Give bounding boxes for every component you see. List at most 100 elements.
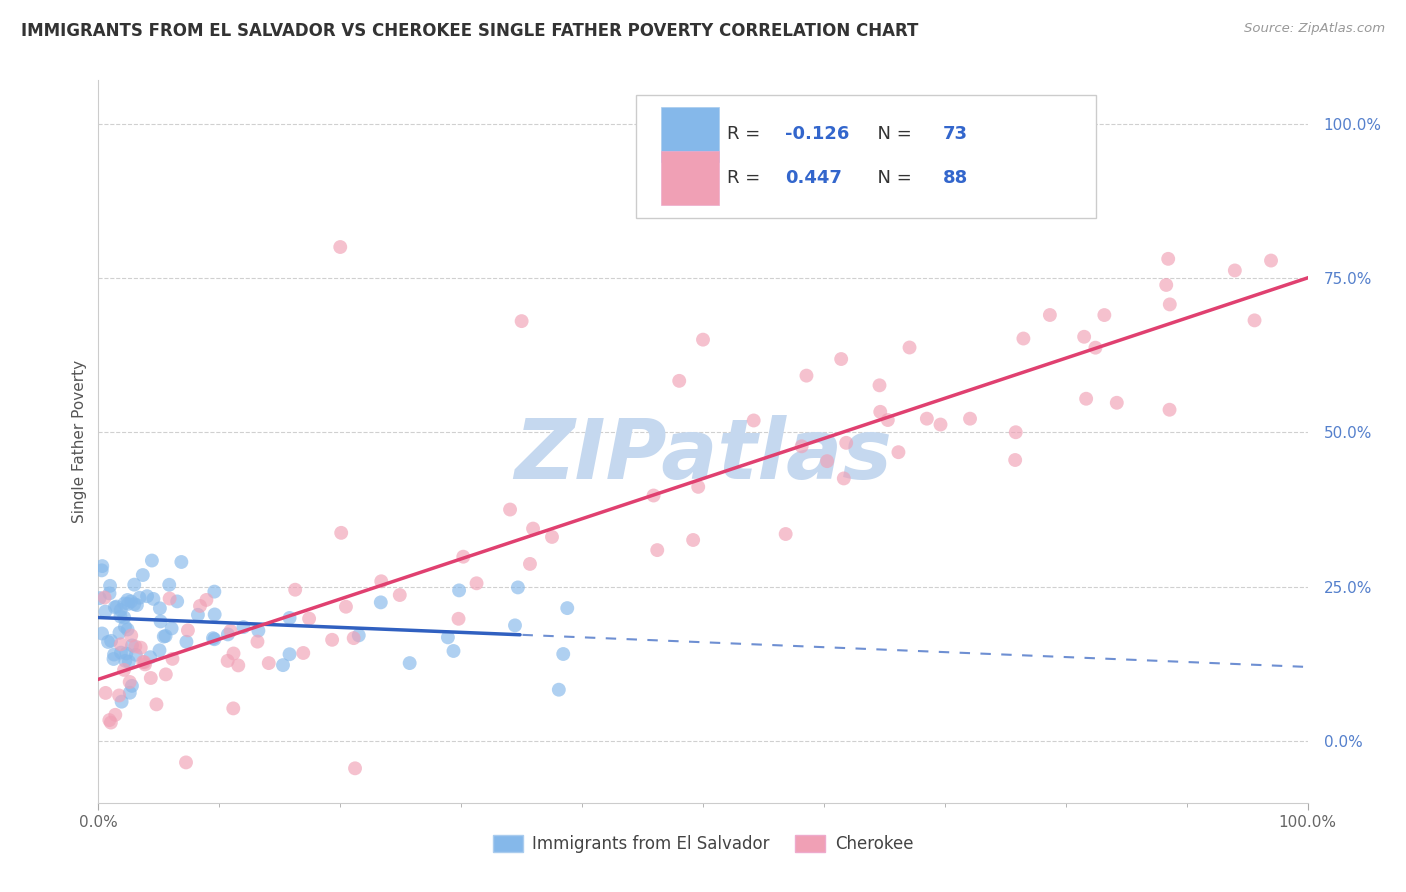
Point (142, 591, 165, 606)
Point (134, 655, 156, 669)
Point (155, 667, 177, 681)
Point (398, 656, 420, 670)
Point (104, 707, 127, 722)
Point (112, 610, 135, 624)
Point (117, 593, 139, 607)
Point (553, 647, 575, 661)
Point (129, 640, 152, 655)
Point (177, 624, 200, 638)
Point (187, 607, 209, 622)
Point (118, 655, 141, 669)
Point (1084, 341, 1107, 355)
Point (104, 600, 127, 615)
Text: Source: ZipAtlas.com: Source: ZipAtlas.com (1244, 22, 1385, 36)
Point (90, 563, 112, 577)
Point (110, 695, 132, 709)
Point (292, 646, 315, 660)
Point (219, 624, 242, 638)
Point (94, 605, 117, 619)
Point (347, 628, 370, 642)
Point (117, 597, 139, 611)
Point (643, 489, 665, 503)
Point (226, 658, 249, 673)
Point (453, 549, 475, 564)
Text: N =: N = (866, 126, 918, 144)
Point (121, 679, 143, 693)
Point (162, 652, 184, 666)
Point (668, 374, 690, 388)
Point (645, 543, 668, 558)
Point (110, 637, 132, 651)
Point (869, 405, 891, 419)
Point (1004, 425, 1026, 440)
Point (506, 581, 529, 595)
Point (830, 352, 852, 367)
Point (682, 533, 704, 547)
Point (120, 594, 142, 608)
Point (188, 599, 211, 613)
Point (94, 686, 117, 700)
Point (114, 620, 136, 634)
Point (117, 623, 139, 637)
Text: -0.126: -0.126 (785, 126, 849, 144)
Point (370, 574, 392, 589)
Point (134, 657, 156, 672)
Point (547, 682, 569, 697)
Point (329, 240, 352, 254)
Point (688, 480, 710, 494)
Point (122, 577, 145, 591)
Point (222, 647, 245, 661)
Point (247, 624, 270, 638)
Legend: Immigrants from El Salvador, Cherokee: Immigrants from El Salvador, Cherokee (486, 828, 920, 860)
Point (91, 626, 114, 640)
Point (929, 417, 952, 432)
Point (103, 652, 125, 666)
Point (330, 525, 353, 540)
Point (118, 686, 141, 700)
Text: ZIPatlas: ZIPatlas (515, 416, 891, 497)
Point (160, 622, 183, 636)
Point (166, 594, 188, 608)
Point (503, 618, 526, 632)
Point (887, 445, 910, 459)
Point (555, 601, 578, 615)
Point (170, 555, 193, 569)
Point (298, 611, 321, 625)
Point (112, 597, 135, 611)
Y-axis label: Single Father Poverty: Single Father Poverty (72, 360, 87, 523)
Point (125, 598, 148, 612)
Point (195, 593, 218, 607)
Point (115, 647, 138, 661)
Point (112, 663, 135, 677)
Point (499, 502, 522, 516)
Point (89, 591, 111, 606)
Point (202, 584, 225, 599)
Point (796, 368, 818, 383)
Point (278, 611, 301, 625)
Point (284, 582, 307, 597)
Point (155, 629, 177, 643)
Point (388, 588, 411, 602)
Point (692, 333, 714, 347)
Point (246, 634, 269, 648)
Text: IMMIGRANTS FROM EL SALVADOR VS CHEROKEE SINGLE FATHER POVERTY CORRELATION CHART: IMMIGRANTS FROM EL SALVADOR VS CHEROKEE … (21, 22, 918, 40)
Point (869, 378, 891, 392)
Point (1105, 396, 1128, 410)
Text: R =: R = (727, 126, 766, 144)
Point (176, 635, 198, 649)
Point (1159, 402, 1181, 417)
Point (201, 631, 224, 645)
FancyBboxPatch shape (661, 151, 718, 205)
Point (91, 559, 114, 574)
Point (370, 595, 392, 609)
Point (1039, 308, 1062, 322)
Text: N =: N = (866, 169, 918, 186)
Point (139, 650, 162, 665)
Point (1260, 253, 1282, 268)
Point (915, 411, 938, 425)
Point (443, 644, 465, 658)
Point (124, 640, 146, 654)
Point (271, 658, 294, 673)
Point (790, 439, 813, 453)
Point (121, 639, 143, 653)
